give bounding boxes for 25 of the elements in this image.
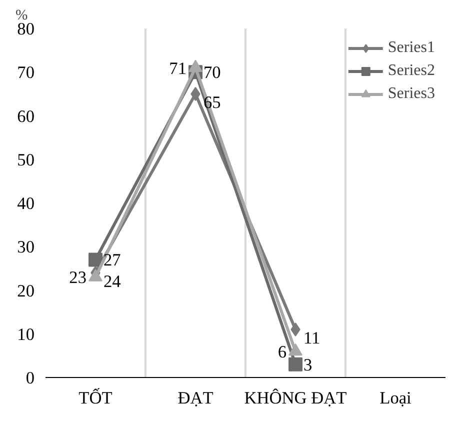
data-label: 3 [304, 355, 312, 374]
y-tick-label: 30 [17, 238, 34, 257]
point [88, 252, 102, 267]
data-label: 27 [104, 250, 122, 270]
y-tick-label: 60 [17, 106, 34, 126]
y-tick-label: 70 [17, 63, 34, 82]
y-tick-label: 20 [17, 281, 34, 300]
data-label: 71 [169, 58, 186, 78]
data-label: 24 [104, 272, 122, 291]
y-tick-label: 0 [26, 368, 35, 388]
x-tick-label: Loại [380, 388, 412, 408]
data-label: 70 [204, 63, 221, 82]
data-label: 23 [69, 268, 86, 288]
y-tick-label: 40 [17, 194, 34, 213]
y-tick-label: 50 [17, 150, 34, 170]
point [288, 357, 302, 372]
x-tick-label: KHÔNG ĐẠT [244, 388, 348, 408]
data-label: 6 [278, 342, 287, 362]
y-tick-label: 10 [17, 324, 34, 344]
x-tick-label: ĐẠT [178, 388, 214, 408]
data-label: 11 [304, 328, 320, 348]
legend-label: Series2 [388, 62, 435, 80]
legend-label: Series3 [388, 85, 435, 103]
x-tick-label: TỐT [78, 388, 113, 408]
legend-label: Series1 [388, 39, 435, 57]
